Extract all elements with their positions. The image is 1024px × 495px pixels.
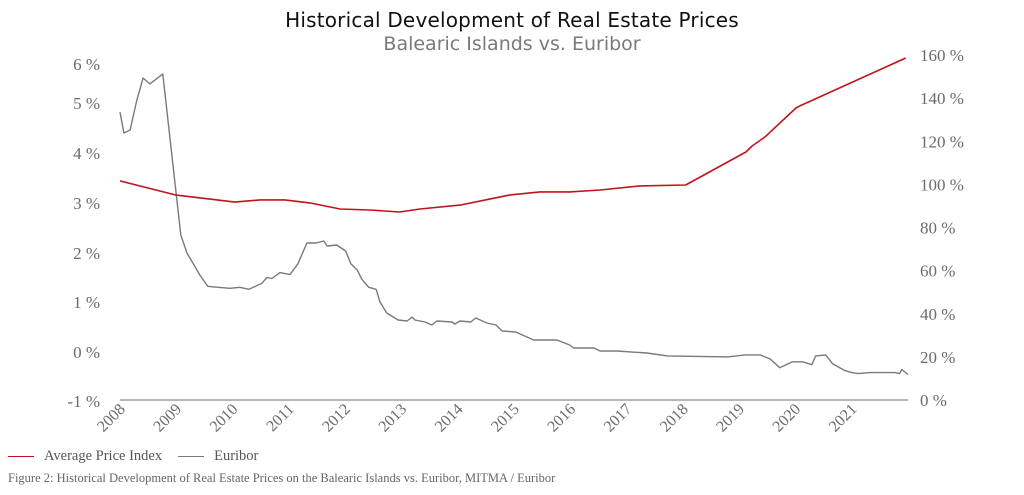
x-tick-label: 2021 [826, 401, 861, 436]
legend-label: Euribor [214, 448, 259, 464]
x-tick-label: 2016 [544, 401, 579, 436]
left-axis: -1 % 0 % 1 % 2 % 3 % 4 % 5 % 6 % [67, 55, 100, 411]
right-tick-label: 100 % [920, 175, 964, 194]
right-tick-label: 160 % [920, 46, 964, 65]
legend-item-euribor: Euribor [178, 448, 258, 465]
right-tick-label: 120 % [920, 132, 964, 151]
x-tick-label: 2009 [150, 401, 185, 436]
figure-caption: Figure 2: Historical Development of Real… [8, 471, 556, 485]
series-line-average-price-index [119, 57, 907, 213]
x-axis: 2008 2009 2010 2011 2012 2013 2014 2015 2016 2017… [94, 401, 860, 436]
legend-swatch-red [8, 456, 34, 457]
series-layer [119, 57, 909, 376]
left-tick-label: 3 % [73, 194, 100, 213]
x-tick-label: 2014 [432, 401, 467, 436]
left-tick-label: -1 % [67, 392, 100, 411]
x-tick-label: 2010 [207, 401, 242, 436]
right-tick-label: 80 % [920, 219, 955, 238]
left-tick-label: 6 % [73, 55, 100, 74]
right-tick-label: 40 % [920, 305, 955, 324]
left-tick-label: 1 % [73, 293, 100, 312]
left-tick-label: 0 % [73, 343, 100, 362]
x-tick-label: 2015 [488, 401, 523, 436]
legend-item-average-price-index: Average Price Index [8, 448, 162, 465]
x-tick-label: 2020 [770, 401, 805, 436]
chart-subtitle: Balearic Islands vs. Euribor [383, 33, 641, 55]
x-tick-label: 2017 [601, 401, 636, 436]
series-line-euribor [119, 73, 909, 376]
legend-label: Average Price Index [44, 448, 163, 464]
right-tick-label: 0 % [920, 391, 947, 410]
left-tick-label: 5 % [73, 94, 100, 113]
x-tick-label: 2019 [713, 401, 748, 436]
legend-swatch-gray [178, 456, 205, 457]
right-axis: 0 % 20 % 40 % 60 % 80 % 100 % 120 % 140 % 160 % [920, 46, 964, 410]
x-tick-label: 2011 [263, 401, 297, 435]
right-tick-label: 140 % [920, 89, 964, 108]
right-tick-label: 60 % [920, 262, 955, 281]
x-tick-label: 2018 [657, 401, 692, 436]
left-tick-label: 4 % [73, 144, 100, 163]
left-tick-label: 2 % [73, 244, 100, 263]
x-tick-label: 2013 [376, 401, 411, 436]
right-tick-label: 20 % [920, 348, 955, 367]
x-tick-label: 2012 [319, 401, 354, 436]
legend: Average Price Index Euribor [8, 448, 274, 465]
chart-title: Historical Development of Real Estate Pr… [285, 8, 739, 32]
